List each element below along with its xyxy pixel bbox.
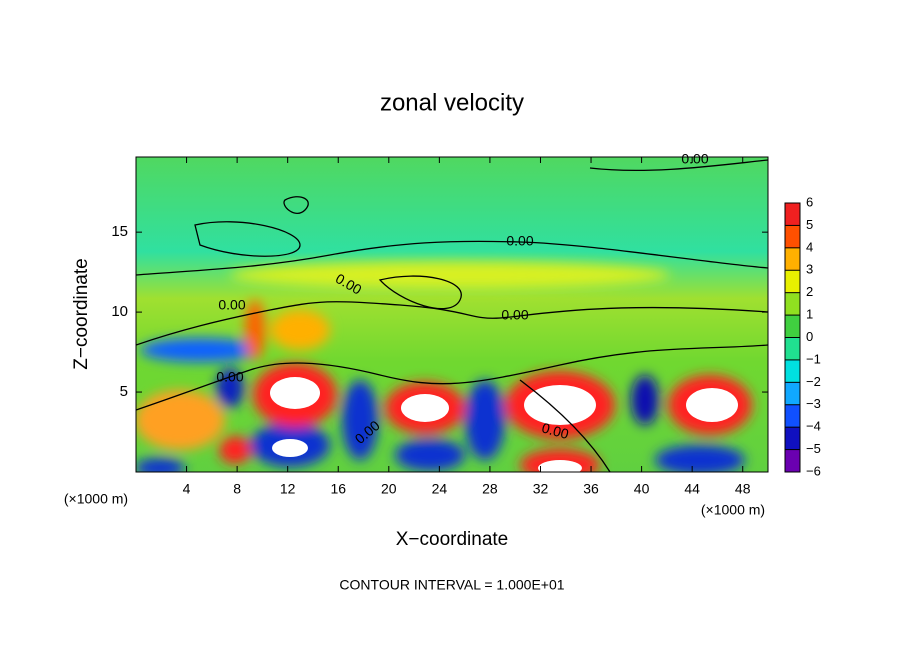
contour-label: 0.00 [501, 307, 528, 323]
colorbar-band [785, 382, 800, 405]
colorbar-band [785, 449, 800, 472]
colorbar-label: −3 [806, 396, 821, 411]
colorbar-label: −2 [806, 374, 821, 389]
colorbar-label: 4 [806, 239, 813, 254]
colorbar-band [785, 427, 800, 450]
colorbar-band [785, 270, 800, 293]
colorbar-band [785, 359, 800, 383]
x-unit-label: (×1000 m) [701, 502, 765, 518]
plot-frame [135, 156, 769, 473]
x-axis-label: X−coordinate [396, 529, 509, 550]
x-tick-label: 12 [280, 481, 296, 497]
contour-label: 0.00 [216, 369, 243, 385]
contour-label: 0.00 [506, 233, 533, 249]
colorbar-band [785, 404, 800, 428]
x-tick-label: 20 [381, 481, 397, 497]
colorbar-band [785, 292, 800, 316]
colorbar-label: 0 [806, 329, 813, 344]
colorbar-band [785, 337, 800, 360]
y-unit-label: (×1000 m) [64, 491, 128, 507]
chart-title: zonal velocity [380, 89, 524, 116]
colorbar-band [785, 225, 800, 248]
field [136, 157, 768, 472]
contour-label: 0.00 [218, 297, 245, 313]
colorbar-label: 1 [806, 307, 813, 322]
x-tick-label: 4 [183, 481, 191, 497]
colorbar-band [785, 247, 800, 271]
x-tick-label: 40 [634, 481, 650, 497]
colorbar-label: −5 [806, 441, 821, 456]
colorbar-band [785, 315, 800, 338]
x-tick-label: 44 [684, 481, 700, 497]
contour-label: 0.00 [540, 419, 571, 442]
x-tick-label: 16 [330, 481, 346, 497]
x-tick-label: 32 [533, 481, 549, 497]
colorbar-label: 5 [806, 217, 813, 232]
y-tick-label: 15 [111, 223, 128, 240]
colorbar-label: −6 [806, 463, 821, 478]
y-axis-label: Z−coordinate [71, 258, 92, 369]
colorbar-label: 2 [806, 284, 813, 299]
x-tick-label: 8 [233, 481, 241, 497]
y-tick-label: 5 [120, 383, 128, 400]
x-tick-label: 28 [482, 481, 498, 497]
colorbar-label: 6 [806, 194, 813, 209]
y-tick-label: 10 [111, 303, 128, 320]
x-tick-label: 24 [432, 481, 448, 497]
colorbar-label: −4 [806, 419, 821, 434]
colorbar-label: −1 [806, 351, 821, 366]
contour-label: 0.00 [681, 151, 708, 167]
colorbar-label: 3 [806, 262, 813, 277]
x-tick-label: 36 [583, 481, 599, 497]
x-tick-label: 48 [735, 481, 751, 497]
colorbar-band [785, 203, 800, 226]
annotation: CONTOUR INTERVAL = 1.000E+01 [339, 577, 564, 593]
